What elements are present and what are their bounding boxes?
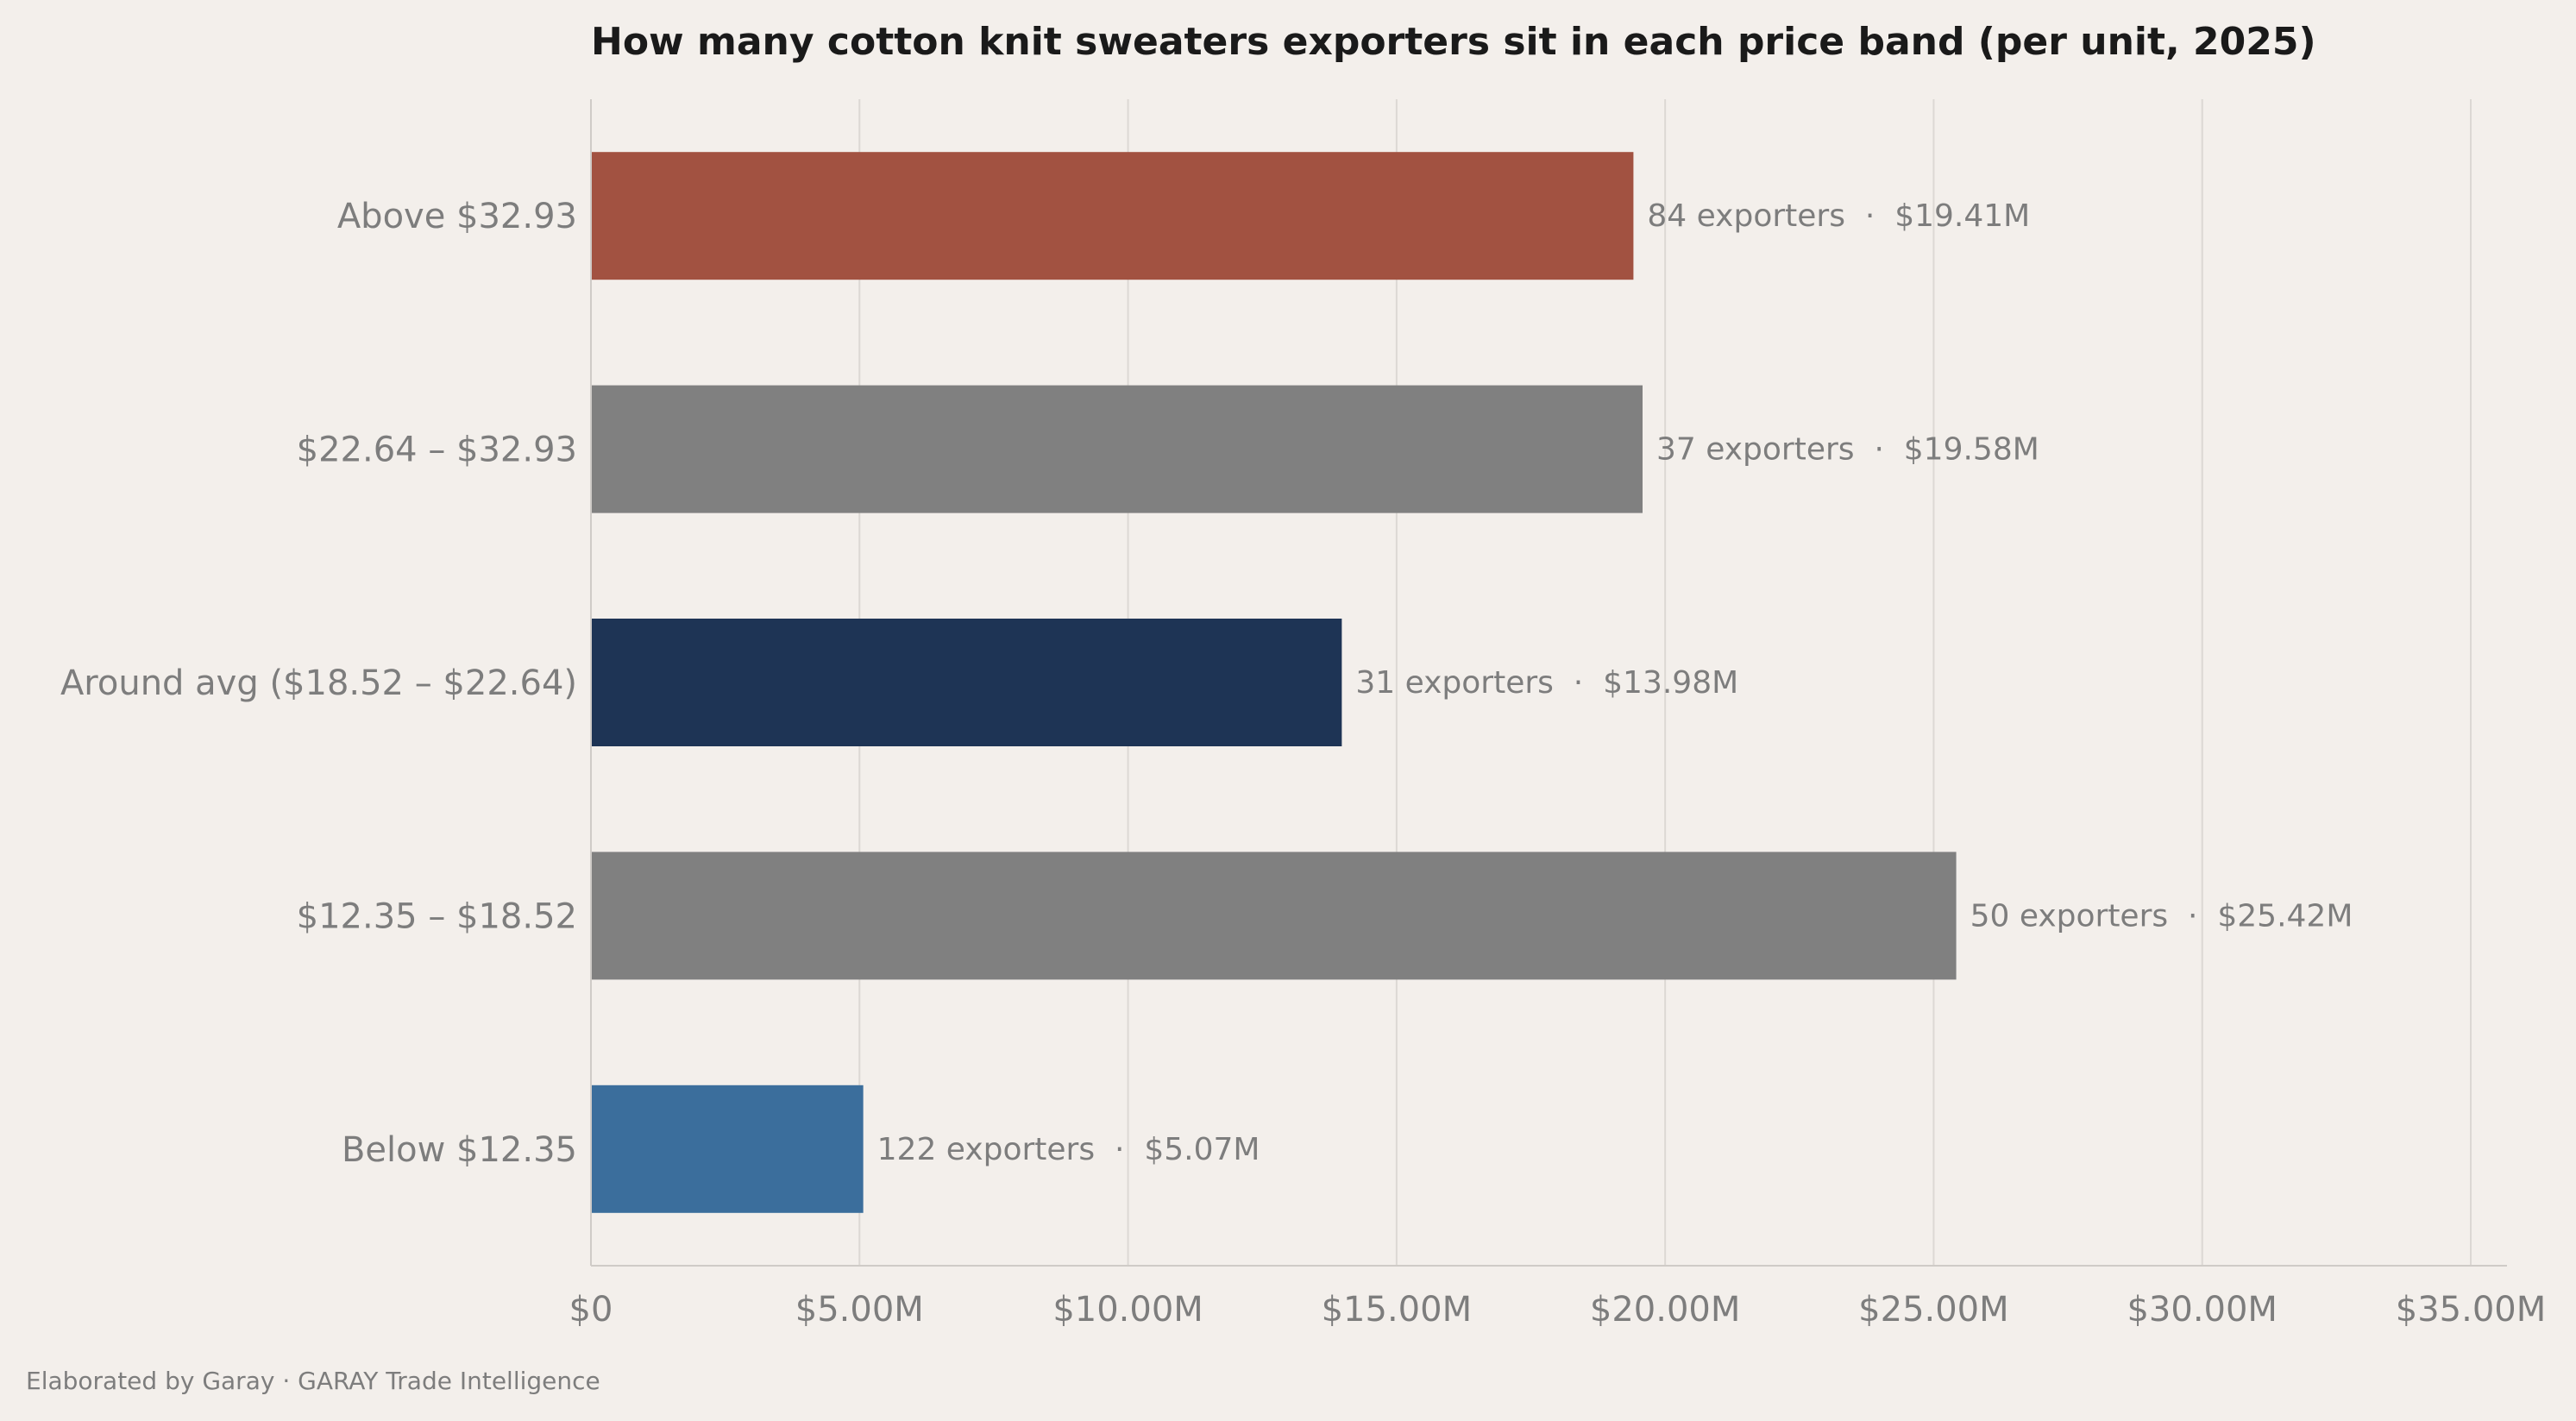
- data-label: 122 exporters · $5.07M: [877, 1132, 1260, 1167]
- x-tick-label: $30.00M: [2127, 1290, 2277, 1330]
- x-tick-label: $5.00M: [795, 1290, 924, 1330]
- category-label: Around avg ($18.52 – $22.64): [60, 663, 577, 703]
- category-labels: Above $32.93 $22.64 – $32.93 Around avg ($…: [60, 197, 577, 1170]
- data-label: 31 exporters · $13.98M: [1355, 665, 1738, 701]
- x-tick-label: $35.00M: [2396, 1290, 2546, 1330]
- x-tick-label: $15.00M: [1322, 1290, 1472, 1330]
- category-label: $22.64 – $32.93: [297, 431, 577, 470]
- x-tick-label: $10.00M: [1052, 1290, 1203, 1330]
- x-tick-label: $25.00M: [1858, 1290, 2008, 1330]
- data-label: 37 exporters · $19.58M: [1656, 432, 2039, 468]
- category-label: $12.35 – $18.52: [297, 896, 577, 936]
- chart-title: How many cotton knit sweaters exporters …: [591, 20, 2316, 64]
- bar: [591, 385, 1643, 513]
- bar: [591, 852, 1957, 980]
- data-label: 50 exporters · $25.42M: [1970, 898, 2353, 934]
- bar: [591, 1085, 864, 1213]
- x-tick-label: $20.00M: [1590, 1290, 1740, 1330]
- x-axis-ticks: $0 $5.00M $10.00M $15.00M $20.00M $25.00M $30.…: [569, 1290, 2547, 1330]
- data-labels: 84 exporters · $19.41M 37 exporters · $19…: [877, 198, 2353, 1167]
- data-label: 84 exporters · $19.41M: [1647, 198, 2030, 234]
- category-label: Above $32.93: [337, 197, 577, 236]
- chart-gridlines: [858, 99, 2472, 1266]
- footer-credit: Elaborated by Garay · GARAY Trade Intell…: [26, 1367, 600, 1395]
- bar: [591, 619, 1342, 746]
- chart-bars: [591, 152, 1957, 1213]
- x-tick-label: $0: [569, 1290, 613, 1330]
- category-label: Below $12.35: [342, 1130, 577, 1170]
- bar: [591, 152, 1634, 280]
